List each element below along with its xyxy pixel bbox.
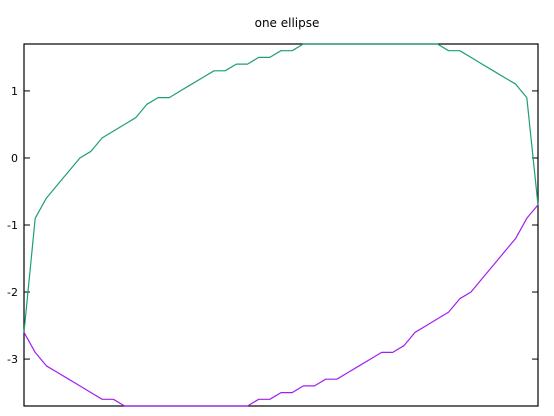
y-tick-label: 0: [11, 152, 18, 165]
lower-arc-line: [23, 204, 539, 407]
series-group: [23, 43, 539, 407]
plot-frame: [23, 43, 539, 407]
chart-title: one ellipse: [255, 16, 320, 30]
y-tick-label: 1: [11, 85, 18, 98]
y-tick-label: -3: [7, 353, 18, 366]
upper-arc-line: [23, 43, 539, 333]
y-axis: 1 0 -1 -2 -3: [7, 85, 538, 366]
y-tick-label: -1: [7, 219, 18, 232]
y-tick-label: -2: [7, 286, 18, 299]
